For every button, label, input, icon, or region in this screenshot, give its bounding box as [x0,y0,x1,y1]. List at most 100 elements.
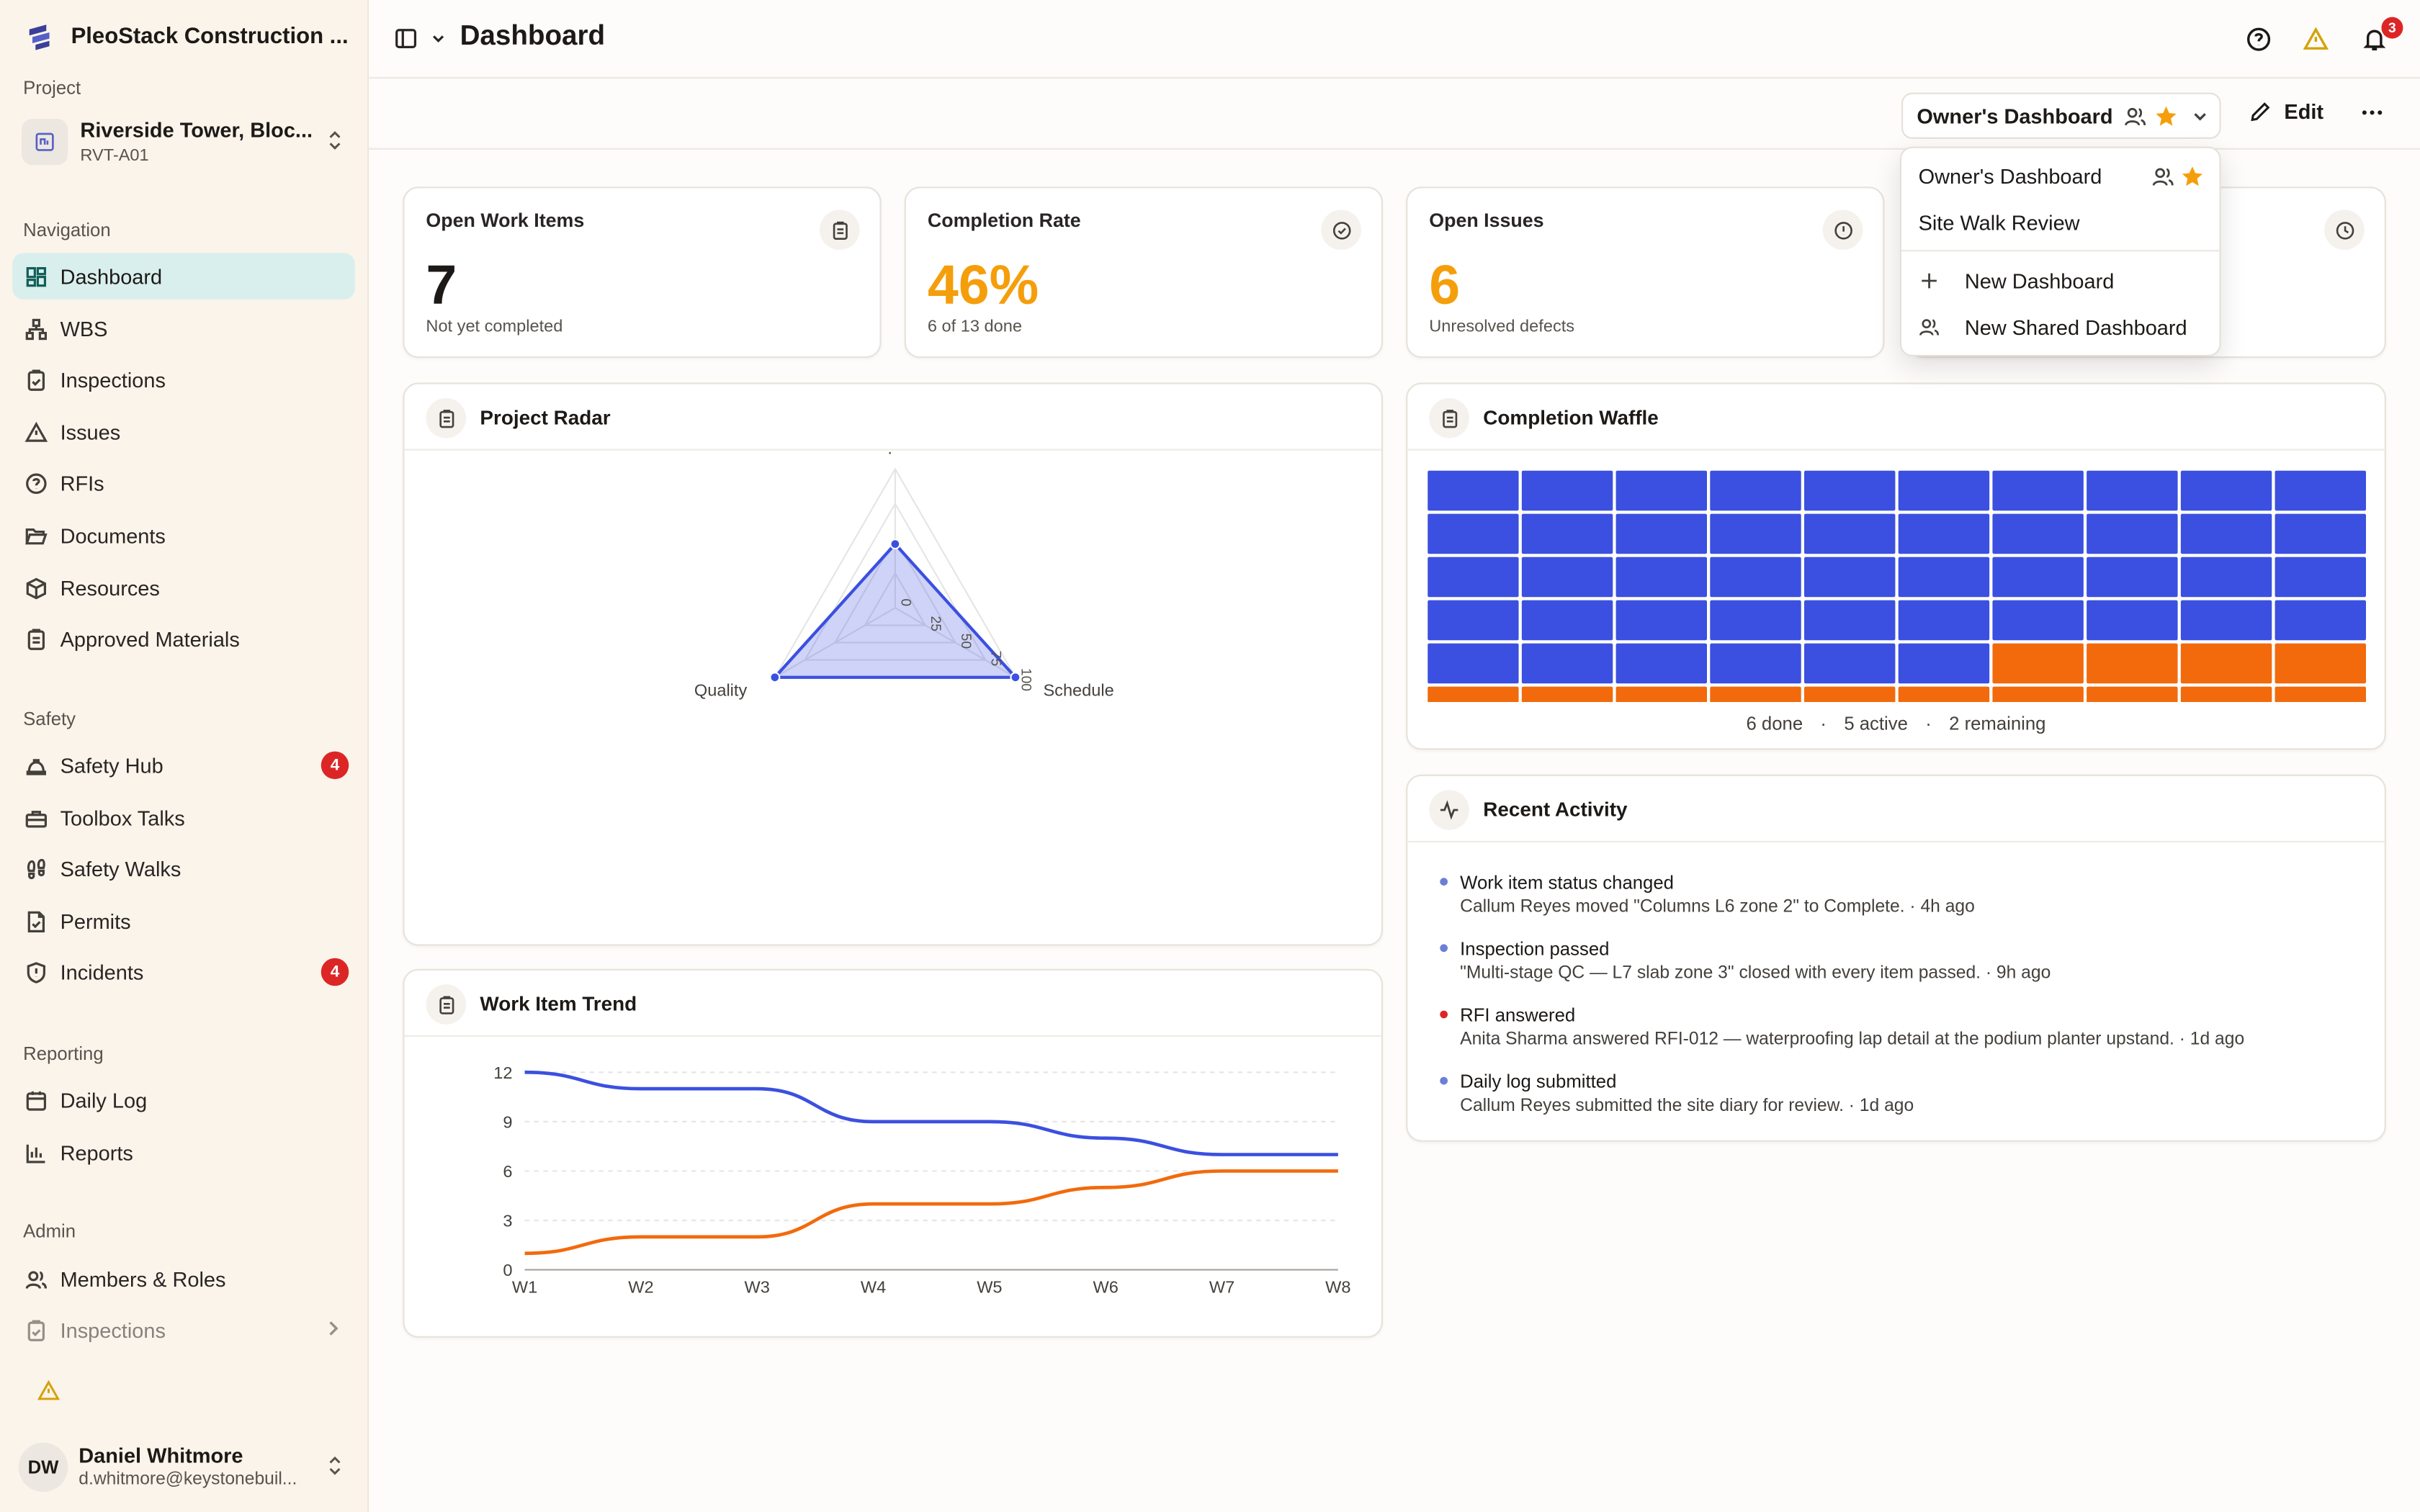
alerts-button[interactable] [2303,26,2329,52]
sidebar-toggle-button[interactable] [393,26,418,50]
waffle-cell-done [1804,557,1896,598]
activity-detail: "Multi-stage QC — L7 slab zone 3" closed… [1460,963,2051,983]
help-circle-icon [2247,27,2271,51]
activity-dot [1440,1076,1448,1085]
toolbox-icon [25,810,48,827]
shared-users-icon [2125,107,2146,125]
clipboard-icon [426,397,467,438]
menu-divider [1901,250,2220,252]
star-icon[interactable] [2181,165,2204,188]
kpi-subtitle: 6 of 13 done [927,318,1022,337]
sidebar-item-inspections[interactable]: Inspections [12,356,355,402]
radar-axis-label: Schedule [1043,680,1113,699]
sidebar-item-safety-hub[interactable]: Safety Hub 4 [12,742,355,788]
sidebar-item-rfis[interactable]: RFIs [12,460,355,506]
y-tick-label: 3 [503,1212,512,1230]
edit-button[interactable]: Edit [2249,100,2323,123]
notifications-button[interactable]: 3 [2362,17,2403,52]
waffle-cell-done [1710,557,1801,598]
folder-open-icon [25,527,48,544]
activity-title: RFI answered [1460,1004,1576,1026]
series-line-2 [524,1169,1338,1256]
sidebar-item-daily-log[interactable]: Daily Log [12,1077,355,1123]
sidebar-item-toolbox-talks[interactable]: Toolbox Talks [12,795,355,841]
waffle-cell-done [1804,600,1896,641]
sidebar-item-label: Incidents [60,960,144,984]
app-brand[interactable]: PleoStack Construction ... [24,22,349,53]
waffle-cell-active [1521,686,1613,702]
sidebar-item-dashboard[interactable]: Dashboard [12,253,355,300]
sidebar-item-incidents[interactable]: Incidents 4 [12,949,355,995]
waffle-cell-done [1710,470,1801,511]
waffle-cell-done [1615,557,1707,598]
waffle-cell-done [1898,643,1990,684]
radar-point [769,672,781,683]
sidebar-item-label: Approved Materials [60,627,240,651]
help-button[interactable] [2246,26,2272,52]
sidebar-item-admin-inspections[interactable]: Inspections [12,1307,355,1353]
waffle-cell-done [1521,470,1613,511]
box-icon [26,577,47,599]
activity-item[interactable]: Work item status changed Callum Reyes mo… [1440,872,1975,919]
radar-tick-label: 75 [988,651,1003,666]
menu-item-owners-dashboard[interactable]: Owner's Dashboard [1901,153,2219,199]
waffle-cell-done [1615,470,1707,511]
activity-item[interactable]: Inspection passed "Multi-stage QC — L7 s… [1440,938,2051,985]
waffle-cell-done [1521,557,1613,598]
sidebar-item-label: Daily Log [60,1088,148,1112]
project-name: Riverside Tower, Bloc... [80,119,313,143]
sidebar-item-issues[interactable]: Issues [12,409,355,455]
x-tick-label: W2 [628,1278,653,1297]
clipboard-check-icon [27,1319,45,1341]
chevron-updown-icon [329,1456,341,1475]
edit-label: Edit [2284,100,2324,124]
radar-grid-ring [864,571,927,626]
radar-spoke [774,607,896,678]
sidebar-item-documents[interactable]: Documents [12,512,355,558]
menu-item-site-walk-review[interactable]: Site Walk Review [1901,199,2219,245]
waffle-cell-active [1992,686,2084,702]
plus-icon [1922,273,1937,289]
page-title: Dashboard [460,19,606,51]
sidebar-item-resources[interactable]: Resources [12,564,355,611]
menu-item-new-shared-dashboard[interactable]: New Shared Dashboard [1901,304,2219,350]
waffle-cell-active [1615,686,1707,702]
reporting-section-label: Reporting [23,1043,104,1065]
dashboard-select[interactable]: Owner's Dashboard [1901,92,2221,139]
sidebar-item-label: RFIs [60,471,104,495]
users-icon [25,1270,48,1288]
warning-icon[interactable] [37,1380,60,1403]
waffle-cell-active [2180,643,2272,684]
sidebar-item-safety-walks[interactable]: Safety Walks [12,845,355,891]
waffle-cell-done [1615,513,1707,554]
sidebar-item-permits[interactable]: Permits [12,898,355,944]
sidebar-item-wbs[interactable]: WBS [12,305,355,351]
project-switcher[interactable]: Riverside Tower, Bloc... RVT-A01 [22,111,352,173]
user-menu[interactable]: DW Daniel Whitmore d.whitmore@keystonebu… [18,1438,352,1496]
waffle-cell-done [1804,643,1896,684]
waffle-cell-active [1898,686,1990,702]
activity-item[interactable]: RFI answered Anita Sharma answered RFI-0… [1440,1004,2244,1051]
waffle-cell-done [2180,470,2272,511]
more-options-button[interactable] [2362,100,2383,132]
sidebar-item-approved-materials[interactable]: Approved Materials [12,616,355,662]
sidebar-item-label: Inspections [60,368,166,392]
sidebar-item-members-roles[interactable]: Members & Roles [12,1256,355,1302]
y-tick-label: 12 [493,1063,512,1082]
kpi-card-open-work-items: Open Work Items 7 Not yet completed [403,186,882,359]
clipboard-icon [819,210,860,251]
title-menu-button[interactable] [431,31,446,46]
activity-item[interactable]: Daily log submitted Callum Reyes submitt… [1440,1071,1914,1117]
sidebar-item-reports[interactable]: Reports [12,1130,355,1176]
waffle-cell-done [1428,600,1519,641]
menu-item-new-dashboard[interactable]: New Dashboard [1901,258,2219,304]
alert-circle-icon [1822,210,1863,251]
clipboard-icon [426,984,467,1025]
admin-section-label: Admin [23,1220,76,1242]
card-title: Project Radar [480,405,611,429]
radar-tick-label: 50 [958,634,973,649]
incidents-count-badge: 4 [321,958,349,986]
sidebar-panel-icon [395,29,417,48]
activity-title: Daily log submitted [1460,1071,1617,1093]
clipboard-icon [1429,397,1469,438]
